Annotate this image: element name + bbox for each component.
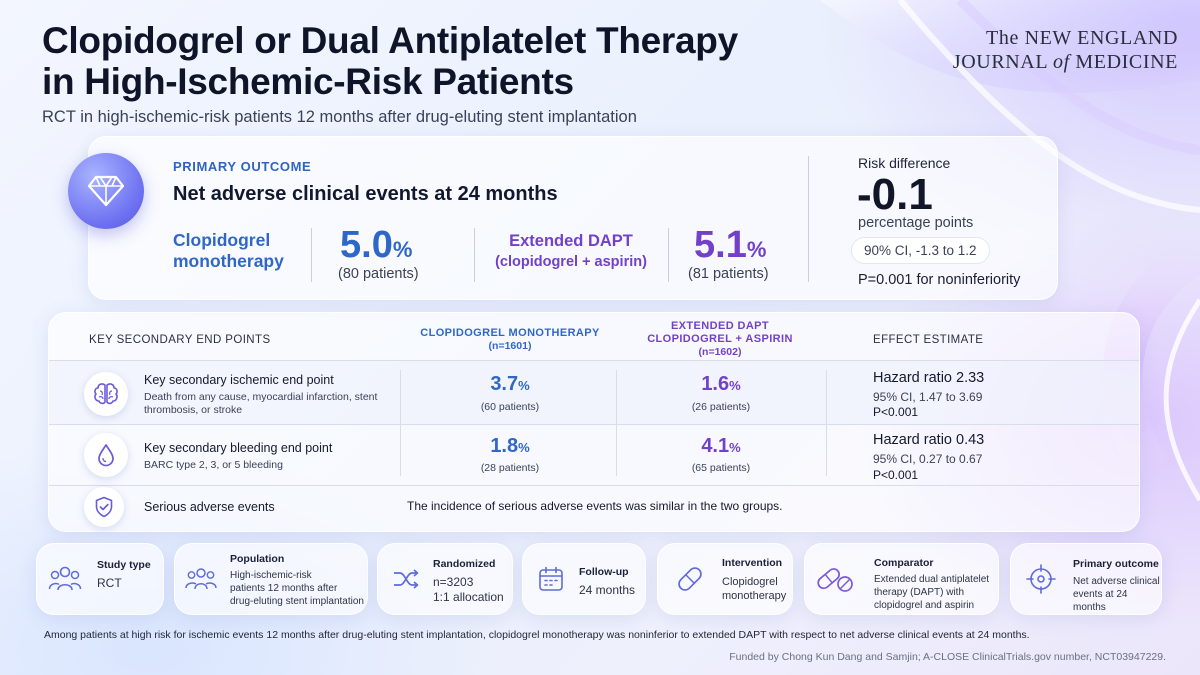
row-divider: [49, 424, 1139, 425]
arm1-primary-patients: (80 patients): [338, 266, 419, 282]
page-title: Clopidogrel or Dual Antiplatelet Therapy…: [42, 20, 738, 102]
bleeding-endpoint-description: BARC type 2, 3, or 5 bleeding: [144, 459, 283, 471]
row-divider: [49, 360, 1139, 361]
column-divider: [400, 370, 401, 476]
summary-card-follow-up: Follow-up 24 months: [522, 543, 646, 615]
ischemic-hazard-ratio: Hazard ratio 2.33: [873, 370, 985, 386]
ischemic-endpoint-title: Key secondary ischemic end point: [144, 373, 334, 387]
arm1-name: Clopidogrel monotherapy: [173, 230, 284, 271]
ischemic-p-value: P<0.001: [873, 405, 919, 419]
population-icon: [179, 557, 223, 601]
summary-card-comparator: Comparator Extended dual antiplatelet th…: [804, 543, 999, 615]
bleeding-arm2-patients: (65 patients): [691, 462, 751, 474]
risk-difference-label: Risk difference: [858, 155, 951, 171]
arm2-primary-patients: (81 patients): [688, 266, 769, 282]
serious-adverse-events-text: The incidence of serious adverse events …: [407, 499, 783, 513]
divider: [311, 228, 312, 282]
risk-difference-ci: 90% CI, -1.3 to 1.2: [851, 237, 990, 264]
calendar-icon: [529, 557, 573, 601]
arm2-primary-value: 5.1%: [694, 224, 767, 266]
bleeding-ci: 95% CI, 0.27 to 0.67: [873, 452, 983, 466]
people-icon: [43, 557, 87, 601]
primary-outcome-card: [88, 136, 1058, 300]
bleeding-arm1-patients: (28 patients): [480, 462, 540, 474]
ischemic-arm2-value: 1.6%: [701, 373, 741, 395]
column-divider: [826, 370, 827, 476]
summary-card-population: Population High-ischemic-risk patients 1…: [174, 543, 368, 615]
table-header-arm1: CLOPIDOGREL MONOTHERAPY (n=1601): [420, 327, 600, 352]
funding-text: Funded by Chong Kun Dang and Samjin; A-C…: [729, 651, 1166, 663]
journal-logo: The NEW ENGLAND JOURNAL of MEDICINE: [952, 27, 1178, 73]
bleeding-arm2-value: 4.1%: [701, 435, 741, 457]
diamond-icon: [68, 153, 144, 229]
risk-difference-value: -0.1: [857, 170, 933, 219]
serious-adverse-events-title: Serious adverse events: [144, 500, 275, 514]
ischemic-arm2-patients: (26 patients): [691, 401, 751, 413]
ischemic-arm1-patients: (60 patients): [480, 401, 540, 413]
summary-card-randomized: Randomized n=3203 1:1 allocation: [377, 543, 513, 615]
drop-icon: [84, 433, 128, 477]
row-divider: [49, 485, 1139, 486]
table-row-background: [49, 361, 1139, 424]
risk-difference-unit: percentage points: [858, 215, 974, 231]
bleeding-endpoint-title: Key secondary bleeding end point: [144, 441, 333, 455]
arm2-name: Extended DAPT (clopidogrel + aspirin): [495, 232, 647, 270]
arm1-primary-value: 5.0%: [340, 224, 413, 266]
shuffle-icon: [384, 557, 428, 601]
ischemic-arm1-value: 3.7%: [490, 373, 530, 395]
divider: [808, 156, 809, 282]
page-subtitle: RCT in high-ischemic-risk patients 12 mo…: [42, 108, 637, 126]
column-divider: [616, 370, 617, 476]
brain-icon: [84, 372, 128, 416]
summary-card-primary-outcome: Primary outcome Net adverse clinical eve…: [1010, 543, 1162, 615]
summary-card-intervention: Intervention Clopidogrel monotherapy: [657, 543, 793, 615]
primary-outcome-label: PRIMARY OUTCOME: [173, 159, 312, 174]
primary-outcome-title: Net adverse clinical events at 24 months: [173, 183, 558, 205]
shield-check-icon: [84, 487, 124, 527]
bleeding-p-value: P<0.001: [873, 468, 919, 482]
pills-icon: [813, 557, 857, 601]
ischemic-ci: 95% CI, 1.47 to 3.69: [873, 390, 983, 404]
table-header-endpoints: KEY SECONDARY END POINTS: [89, 334, 271, 346]
divider: [668, 228, 669, 282]
ischemic-endpoint-description: Death from any cause, myocardial infarct…: [144, 391, 378, 416]
bleeding-hazard-ratio: Hazard ratio 0.43: [873, 432, 985, 448]
conclusion-text: Among patients at high risk for ischemic…: [44, 629, 1030, 641]
target-icon: [1019, 557, 1063, 601]
divider: [474, 228, 475, 282]
pill-icon: [668, 557, 712, 601]
noninferiority-p-value: P=0.001 for noninferiority: [858, 272, 1021, 288]
summary-card-study-type: Study type RCT: [36, 543, 164, 615]
bleeding-arm1-value: 1.8%: [490, 435, 530, 457]
table-header-effect: EFFECT ESTIMATE: [873, 334, 984, 346]
table-header-arm2: EXTENDED DAPT CLOPIDOGREL + ASPIRIN (n=1…: [647, 320, 793, 358]
